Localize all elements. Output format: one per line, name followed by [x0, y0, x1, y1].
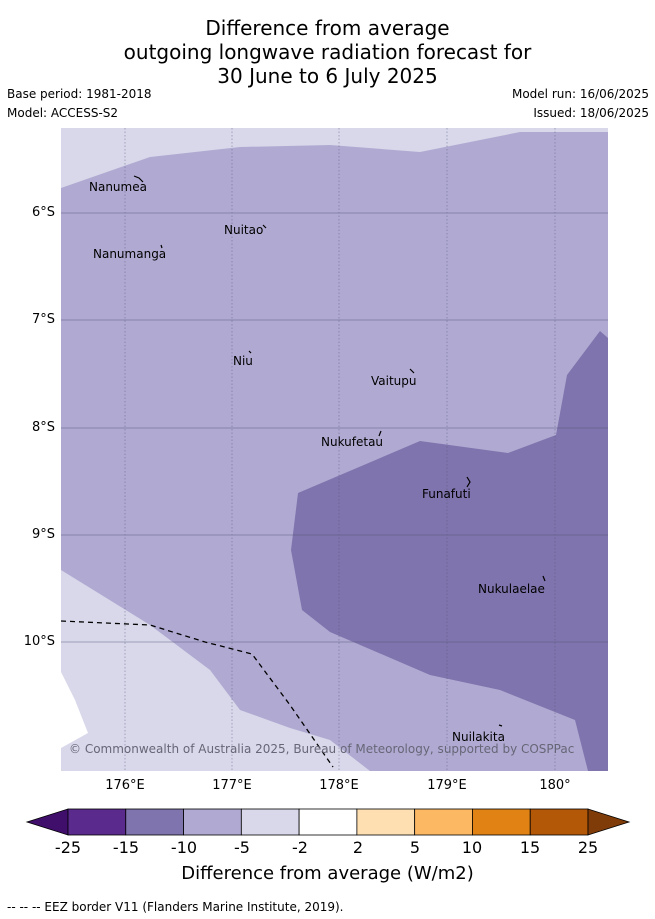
colorbar-tick-label: -2: [292, 838, 308, 857]
colorbar-segment: [67, 808, 127, 836]
colorbar-segment: [125, 808, 184, 836]
lat-label-7s: 7°S: [31, 312, 55, 327]
copyright-notice: © Commonwealth of Australia 2025, Bureau…: [69, 742, 575, 756]
place-label-nukufetau: Nukufetau: [321, 435, 384, 449]
eez-legend-note: -- -- -- EEZ border V11 (Flanders Marine…: [7, 900, 344, 914]
lat-label-10s: 10°S: [23, 634, 55, 649]
lat-label-8s: 8°S: [31, 420, 55, 435]
colorbar-tick-label: 2: [352, 838, 364, 857]
model-run: Model run: 16/06/2025: [511, 87, 649, 101]
lon-label-180: 180°: [539, 778, 571, 793]
title-line-1: Difference from average: [205, 16, 450, 40]
anomaly-region-white: [61, 672, 88, 748]
base-period: Base period: 1981-2018: [7, 87, 152, 101]
colorbar-segment: [240, 808, 300, 836]
colorbar-segment: [414, 808, 473, 836]
place-label-niu: Niu: [233, 354, 253, 368]
place-label-nanumanga: Nanumanga: [93, 247, 167, 261]
lat-label-9s: 9°S: [31, 527, 55, 542]
colorbar-tick-label: -10: [170, 838, 198, 857]
colorbar-segment: [472, 808, 531, 836]
place-label-nuilakita: Nuilakita: [452, 730, 505, 744]
issued-date: Issued: 18/06/2025: [533, 106, 649, 120]
colorbar-segment: [529, 808, 589, 836]
gridlines: [61, 128, 608, 771]
map-plot-area: [61, 128, 608, 771]
colorbar-tick-label: -15: [112, 838, 140, 857]
title-line-3: 30 June to 6 July 2025: [217, 64, 438, 88]
colorbar-extension-high: [587, 808, 631, 836]
place-label-nuitao: Nuitao: [224, 223, 264, 237]
colorbar-title: Difference from average (W/m2): [181, 863, 474, 884]
place-label-vaitupu: Vaitupu: [371, 374, 417, 388]
lon-label-177e: 177°E: [212, 778, 252, 793]
lon-label-178e: 178°E: [319, 778, 359, 793]
place-label-funafuti: Funafuti: [422, 487, 471, 501]
colorbar-tick-label: -25: [54, 838, 82, 857]
colorbar-tick-label: 25: [577, 838, 599, 857]
anomaly-region-light-north: [61, 128, 608, 188]
lon-label-179e: 179°E: [427, 778, 467, 793]
colorbar-extension-low: [25, 808, 69, 836]
place-label-nanumea: Nanumea: [89, 180, 147, 194]
colorbar-segment: [298, 808, 358, 836]
colorbar-tick-label: 5: [409, 838, 421, 857]
island-shapes: [133, 175, 546, 727]
lat-label-6s: 6°S: [31, 205, 55, 220]
colorbar-tick-label: 15: [519, 838, 541, 857]
colorbar-tick-label: -5: [234, 838, 250, 857]
lon-label-176e: 176°E: [105, 778, 145, 793]
colorbar: [25, 808, 631, 836]
colorbar-segment: [183, 808, 242, 836]
title-line-2: outgoing longwave radiation forecast for: [123, 40, 532, 64]
colorbar-segment: [356, 808, 416, 836]
colorbar-tick-label: 10: [461, 838, 483, 857]
eez-border-line: [61, 620, 334, 768]
chart-title: Difference from average outgoing longwav…: [0, 16, 655, 88]
place-label-nukulaelae: Nukulaelae: [478, 582, 545, 596]
anomaly-region-purple: [291, 331, 608, 771]
anomaly-region-light-southwest: [61, 570, 370, 771]
model-name: Model: ACCESS-S2: [7, 106, 119, 120]
